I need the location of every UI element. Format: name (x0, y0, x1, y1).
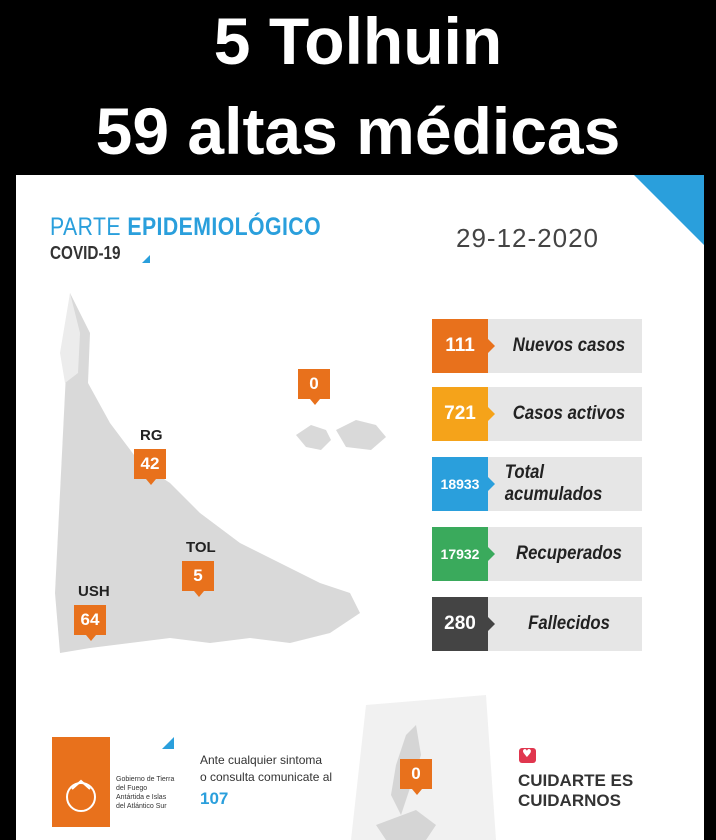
headline-line-2: 59 altas médicas (95, 94, 621, 168)
heart-chat-icon (519, 747, 536, 763)
stat-label: Recuperados (516, 543, 622, 564)
stat-label: Casos activos (512, 403, 626, 424)
map-marker-ush: 64 (74, 605, 106, 641)
map-label-tol: TOL (186, 539, 216, 556)
chevron-right-icon (488, 617, 495, 631)
stat-total-acumulados: 18933 Total acumulados (432, 457, 642, 511)
stat-value: 17932 (432, 527, 488, 581)
stat-nuevos-casos: 111 Nuevos casos (432, 319, 642, 373)
report-title-main: EPIDEMIOLÓGICO (127, 213, 322, 241)
stat-label: Nuevos casos (512, 335, 626, 356)
stat-casos-activos: 721 Casos activos (432, 387, 642, 441)
slogan-line-2: CUIDARNOS (518, 791, 621, 810)
government-logo (52, 737, 110, 827)
stat-fallecidos: 280 Fallecidos (432, 597, 642, 651)
map-label-rg: RG (140, 427, 163, 444)
report-subtitle: COVID-19 (50, 243, 121, 263)
corner-triangle (634, 175, 704, 245)
stat-label: Fallecidos (528, 613, 610, 634)
accent-triangle-footer (162, 737, 174, 749)
report-card: PARTE EPIDEMIOLÓGICO COVID-19 29-12-2020… (16, 175, 704, 840)
stat-value: 721 (432, 387, 488, 441)
stat-label: Total acumulados (504, 462, 603, 505)
stat-recuperados: 17932 Recuperados (432, 527, 642, 581)
map-marker-malvinas: 0 (298, 369, 330, 405)
contact-text-2: o consulta comunicate al (200, 770, 333, 784)
contact-text-1: Ante cualquier sintoma (200, 753, 323, 767)
accent-triangle (142, 255, 150, 263)
report-date: 29-12-2020 (456, 223, 599, 253)
stat-value: 18933 (432, 457, 488, 511)
chevron-right-icon (488, 339, 495, 353)
headline-line-1: 5 Tolhuin (213, 4, 503, 78)
coat-of-arms-icon (66, 779, 96, 812)
map-marker-antartida: 0 (400, 759, 432, 795)
slogan: CUIDARTE ES CUIDARNOS (518, 771, 633, 811)
stat-value: 111 (432, 319, 488, 373)
map-label-ush: USH (78, 583, 110, 600)
map-islas-malvinas (296, 420, 386, 450)
map-marker-rg: 42 (134, 449, 166, 485)
stat-value: 280 (432, 597, 488, 651)
map-tierra-del-fuego (55, 293, 360, 653)
report-title: PARTE EPIDEMIOLÓGICO (50, 213, 321, 242)
contact-phone: 107 (200, 789, 229, 808)
map-marker-tol: 5 (182, 561, 214, 597)
government-name: Gobierno de Tierra del Fuego Antártida e… (116, 776, 175, 810)
chevron-right-icon (488, 477, 495, 491)
report-title-prefix: PARTE (50, 213, 128, 241)
slogan-line-1: CUIDARTE ES (518, 771, 634, 790)
chevron-right-icon (488, 407, 495, 421)
chevron-right-icon (488, 547, 495, 561)
